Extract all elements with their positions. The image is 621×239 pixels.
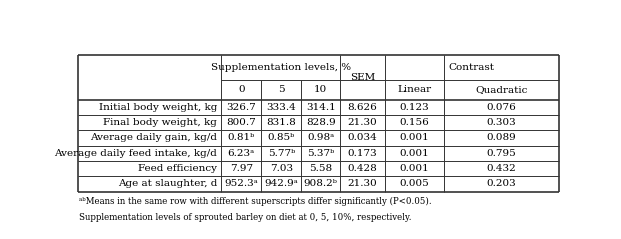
Text: 5.37ᵇ: 5.37ᵇ — [307, 149, 334, 158]
Text: 0.303: 0.303 — [487, 118, 517, 127]
Text: 333.4: 333.4 — [266, 103, 296, 112]
Text: 0.795: 0.795 — [487, 149, 517, 158]
Text: 0.81ᵇ: 0.81ᵇ — [228, 133, 255, 142]
Text: Average daily feed intake, kg/d: Average daily feed intake, kg/d — [54, 149, 217, 158]
Text: Quadratic: Quadratic — [476, 85, 528, 94]
Text: 952.3ᵃ: 952.3ᵃ — [224, 179, 258, 188]
Text: 0.076: 0.076 — [487, 103, 517, 112]
Text: 831.8: 831.8 — [266, 118, 296, 127]
Text: 314.1: 314.1 — [306, 103, 335, 112]
Text: Contrast: Contrast — [449, 63, 495, 72]
Text: 5: 5 — [278, 85, 284, 94]
Text: 0.203: 0.203 — [487, 179, 517, 188]
Text: 0.156: 0.156 — [400, 118, 429, 127]
Text: 10: 10 — [314, 85, 327, 94]
Text: 0.001: 0.001 — [400, 149, 429, 158]
Text: Supplementation levels, %: Supplementation levels, % — [211, 63, 351, 72]
Text: 5.77ᵇ: 5.77ᵇ — [268, 149, 295, 158]
Text: 7.97: 7.97 — [230, 164, 253, 173]
Text: 6.23ᵃ: 6.23ᵃ — [228, 149, 255, 158]
Text: 8.626: 8.626 — [348, 103, 378, 112]
Text: 800.7: 800.7 — [227, 118, 256, 127]
Text: 0.432: 0.432 — [487, 164, 517, 173]
Text: 828.9: 828.9 — [306, 118, 335, 127]
Text: 0.85ᵇ: 0.85ᵇ — [268, 133, 295, 142]
Text: 0.089: 0.089 — [487, 133, 517, 142]
Text: SEM: SEM — [350, 73, 375, 82]
Text: Initial body weight, kg: Initial body weight, kg — [99, 103, 217, 112]
Text: 21.30: 21.30 — [348, 179, 378, 188]
Text: 0.005: 0.005 — [400, 179, 429, 188]
Text: Supplementation levels of sprouted barley on diet at 0, 5, 10%, respectively.: Supplementation levels of sprouted barle… — [79, 213, 411, 222]
Text: Feed efficiency: Feed efficiency — [138, 164, 217, 173]
Text: 0: 0 — [238, 85, 245, 94]
Text: Linear: Linear — [397, 85, 432, 94]
Text: 0.173: 0.173 — [348, 149, 378, 158]
Text: 0.001: 0.001 — [400, 133, 429, 142]
Text: 0.428: 0.428 — [348, 164, 378, 173]
Text: Final body weight, kg: Final body weight, kg — [103, 118, 217, 127]
Text: 0.034: 0.034 — [348, 133, 378, 142]
Text: Average daily gain, kg/d: Average daily gain, kg/d — [90, 133, 217, 142]
Text: Age at slaughter, d: Age at slaughter, d — [118, 179, 217, 188]
Text: 0.001: 0.001 — [400, 164, 429, 173]
Text: 326.7: 326.7 — [227, 103, 256, 112]
Text: ᵃᵇMeans in the same row with different superscripts differ significantly (P<0.05: ᵃᵇMeans in the same row with different s… — [79, 197, 431, 206]
Text: 0.123: 0.123 — [400, 103, 429, 112]
Text: 908.2ᵇ: 908.2ᵇ — [304, 179, 338, 188]
Text: 7.03: 7.03 — [270, 164, 292, 173]
Text: 0.98ᵃ: 0.98ᵃ — [307, 133, 334, 142]
Text: 5.58: 5.58 — [309, 164, 332, 173]
Text: 21.30: 21.30 — [348, 118, 378, 127]
Text: 942.9ᵃ: 942.9ᵃ — [265, 179, 298, 188]
